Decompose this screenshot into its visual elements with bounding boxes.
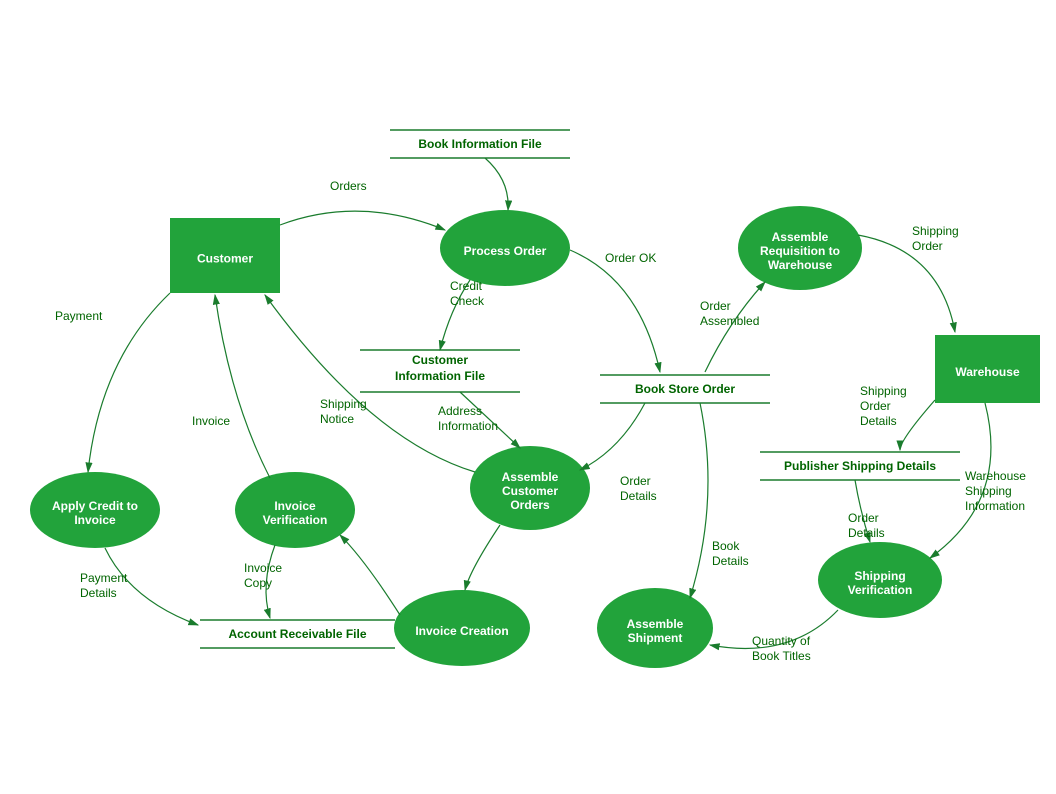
- edge-creditcheck: CreditCheck: [440, 279, 485, 350]
- entity-warehouse: Warehouse: [935, 335, 1040, 403]
- edge-shippingnotice: ShippingNotice: [265, 295, 475, 472]
- process-assemble_cust: AssembleCustomerOrders: [470, 446, 590, 530]
- svg-text:Orders: Orders: [330, 179, 367, 193]
- svg-text:Address: Address: [438, 404, 482, 418]
- edge-shippingorder: ShippingOrder: [858, 224, 959, 332]
- svg-text:Apply Credit to: Apply Credit to: [52, 499, 138, 513]
- svg-text:Customer: Customer: [412, 353, 468, 367]
- svg-text:Book: Book: [712, 539, 740, 553]
- svg-text:Process Order: Process Order: [464, 244, 547, 258]
- svg-text:Notice: Notice: [320, 412, 354, 426]
- svg-text:Order: Order: [700, 299, 731, 313]
- svg-text:Check: Check: [450, 294, 485, 308]
- svg-text:Details: Details: [80, 586, 117, 600]
- svg-text:Assemble: Assemble: [502, 470, 559, 484]
- entity-customer: Customer: [170, 218, 280, 293]
- store-book_info: Book Information File: [390, 130, 570, 158]
- svg-text:Order: Order: [620, 474, 651, 488]
- store-cust_info: Customer Information File: [360, 350, 520, 392]
- edge-invoice: Invoice: [192, 295, 270, 478]
- edge-invoicecreation-verif: [340, 535, 400, 615]
- edge-qtybooks: Quantity ofBook Titles: [710, 610, 838, 663]
- svg-text:Invoice Creation: Invoice Creation: [415, 624, 508, 638]
- svg-text:Orders: Orders: [510, 498, 550, 512]
- svg-text:Assembled: Assembled: [700, 314, 759, 328]
- svg-text:Verification: Verification: [263, 513, 328, 527]
- edge-orderdetails2: OrderDetails: [848, 480, 885, 542]
- svg-text:Customer: Customer: [197, 252, 253, 266]
- svg-text:Quantity of: Quantity of: [752, 634, 811, 648]
- svg-text:Invoice: Invoice: [244, 561, 282, 575]
- edge-bookinfo-process: [485, 158, 508, 210]
- svg-text:Book Information File: Book Information File: [418, 137, 542, 151]
- svg-text:Publisher Shipping Details: Publisher Shipping Details: [784, 459, 936, 473]
- svg-text:Information: Information: [965, 499, 1025, 513]
- edge-payment: Payment: [55, 293, 170, 472]
- svg-text:Details: Details: [848, 526, 885, 540]
- svg-text:Shipment: Shipment: [628, 631, 683, 645]
- process-process_order: Process Order: [440, 210, 570, 286]
- dfd-diagram: CustomerWarehouseProcess OrderAssembleRe…: [0, 0, 1056, 794]
- svg-text:Order: Order: [860, 399, 891, 413]
- svg-text:Book Store Order: Book Store Order: [635, 382, 735, 396]
- svg-text:Invoice: Invoice: [192, 414, 230, 428]
- edge-orderdetails: OrderDetails: [580, 403, 657, 503]
- process-invoice_creation: Invoice Creation: [394, 590, 530, 666]
- store-pub_ship: Publisher Shipping Details: [760, 452, 960, 480]
- edge-orders: Orders: [280, 179, 445, 230]
- svg-text:Warehouse: Warehouse: [955, 365, 1020, 379]
- process-shipping_verif: ShippingVerification: [818, 542, 942, 618]
- svg-text:Book Titles: Book Titles: [752, 649, 811, 663]
- svg-text:Details: Details: [620, 489, 657, 503]
- svg-text:Assemble: Assemble: [627, 617, 684, 631]
- store-book_store_order: Book Store Order: [600, 375, 770, 403]
- svg-text:Verification: Verification: [848, 583, 913, 597]
- svg-text:Order: Order: [848, 511, 879, 525]
- svg-text:Payment: Payment: [55, 309, 103, 323]
- edge-invoicecopy: InvoiceCopy: [244, 545, 282, 618]
- svg-text:Warehouse: Warehouse: [768, 258, 833, 272]
- svg-text:Warehouse: Warehouse: [965, 469, 1026, 483]
- svg-text:Order OK: Order OK: [605, 251, 656, 265]
- svg-text:Customer: Customer: [502, 484, 558, 498]
- svg-text:Requisition to: Requisition to: [760, 244, 840, 258]
- edge-paymentdetails: PaymentDetails: [80, 548, 198, 625]
- edge-orderok: Order OK: [570, 250, 660, 372]
- svg-text:Order: Order: [912, 239, 943, 253]
- svg-text:Shipping: Shipping: [854, 569, 905, 583]
- svg-text:Assemble: Assemble: [772, 230, 829, 244]
- store-acct_recv: Account Receivable File: [200, 620, 395, 648]
- svg-text:Copy: Copy: [244, 576, 272, 590]
- svg-text:Shipping: Shipping: [320, 397, 367, 411]
- svg-text:Information: Information: [438, 419, 498, 433]
- process-assemble_req: AssembleRequisition toWarehouse: [738, 206, 862, 290]
- svg-text:Credit: Credit: [450, 279, 483, 293]
- svg-text:Details: Details: [860, 414, 897, 428]
- process-assemble_ship: AssembleShipment: [597, 588, 713, 668]
- edge-orderassembled: OrderAssembled: [700, 282, 765, 372]
- edge-addressinfo: AddressInformation: [438, 392, 520, 448]
- svg-text:Invoice: Invoice: [74, 513, 116, 527]
- process-invoice_verif: InvoiceVerification: [235, 472, 355, 548]
- svg-text:Account Receivable File: Account Receivable File: [228, 627, 366, 641]
- svg-text:Payment: Payment: [80, 571, 128, 585]
- svg-text:Invoice: Invoice: [274, 499, 316, 513]
- edge-bookdetails: BookDetails: [690, 403, 749, 598]
- edge-shippingorderdetails: ShippingOrderDetails: [860, 384, 935, 450]
- svg-text:Information File: Information File: [395, 369, 485, 383]
- svg-text:Shipping: Shipping: [912, 224, 959, 238]
- svg-text:Shipping: Shipping: [965, 484, 1012, 498]
- svg-text:Details: Details: [712, 554, 749, 568]
- process-apply_credit: Apply Credit toInvoice: [30, 472, 160, 548]
- edge-assemble-invoice: [465, 525, 500, 590]
- svg-text:Shipping: Shipping: [860, 384, 907, 398]
